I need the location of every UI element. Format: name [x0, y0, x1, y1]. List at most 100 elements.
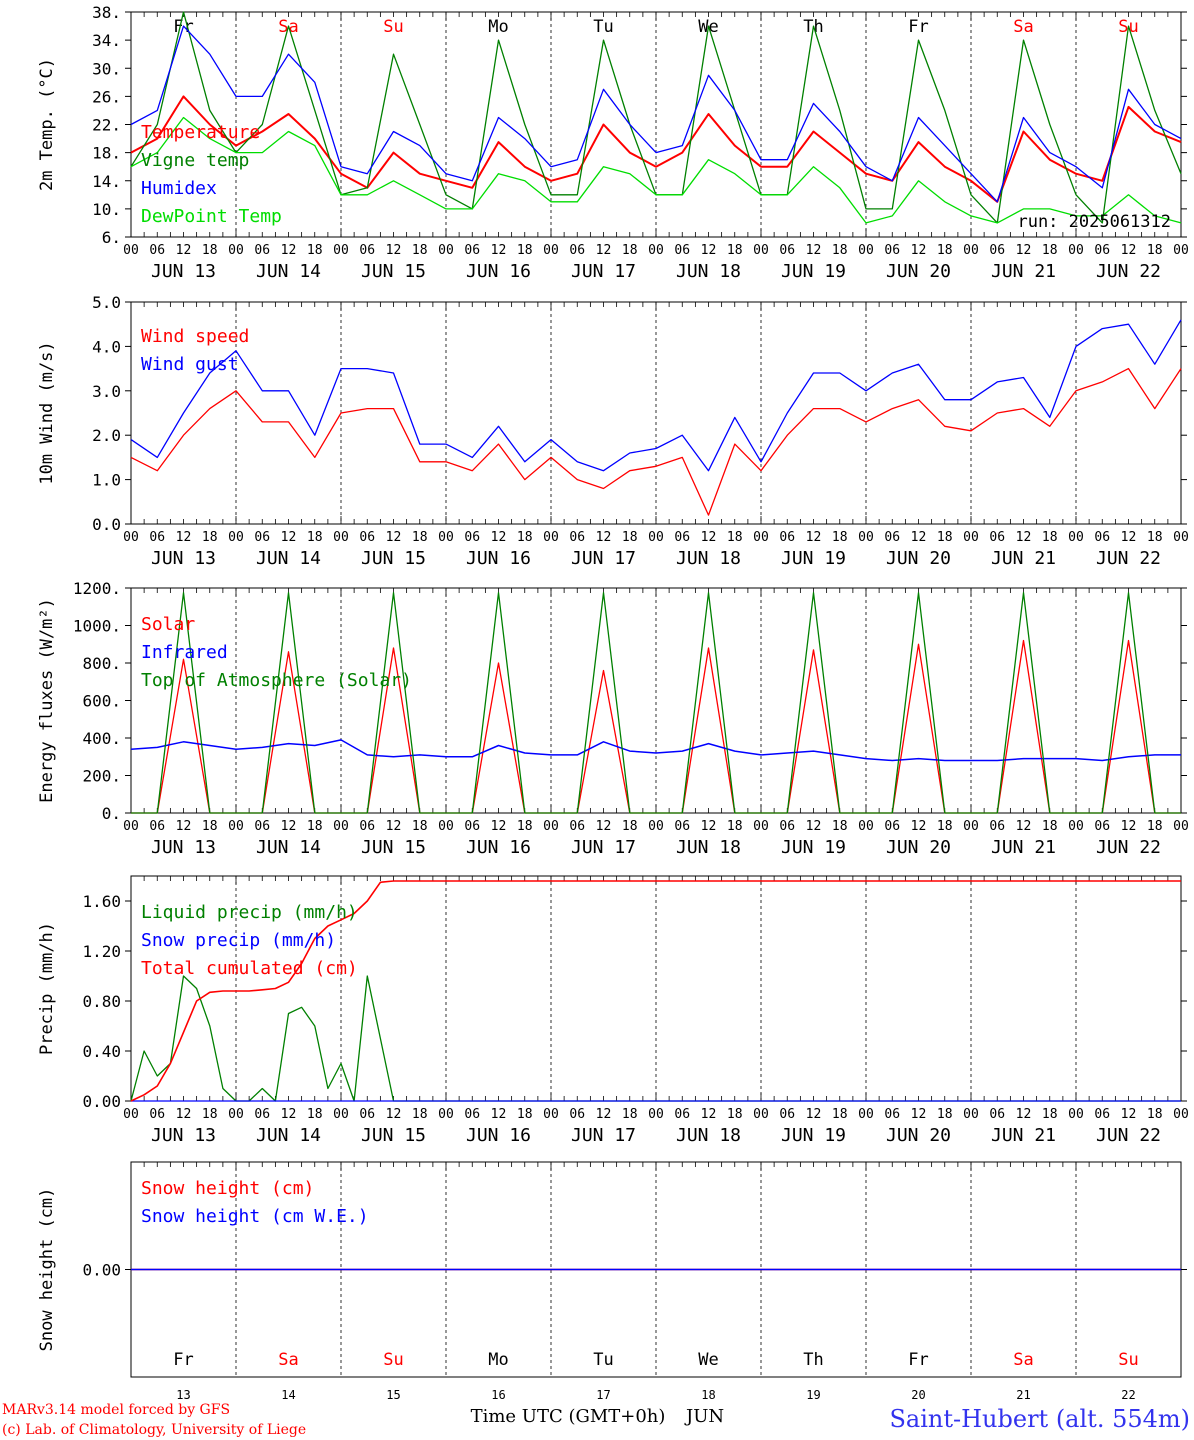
y-axis-label: 10m Wind (m/s)	[37, 341, 57, 484]
hour-tick-label: 06	[254, 530, 270, 545]
day-number-label: 13	[176, 1388, 190, 1402]
date-label: JUN 15	[361, 261, 426, 282]
day-name-label: Th	[803, 1350, 823, 1370]
legend-entry: Temperature	[141, 122, 260, 143]
hour-tick-label: 00	[333, 243, 349, 258]
hour-tick-label: 06	[149, 243, 165, 258]
hour-tick-label: 06	[464, 1107, 480, 1122]
date-label: JUN 13	[151, 1125, 216, 1146]
date-label: JUN 15	[361, 1125, 426, 1146]
hour-tick-label: 00	[1068, 243, 1084, 258]
hour-tick-label: 00	[858, 1107, 874, 1122]
hour-tick-label: 18	[1147, 1107, 1163, 1122]
hour-tick-label: 18	[727, 243, 743, 258]
hour-tick-label: 12	[701, 243, 717, 258]
hour-tick-label: 18	[1042, 530, 1058, 545]
day-name-label: Su	[1118, 1350, 1138, 1370]
day-name-label: Mo	[488, 1350, 508, 1370]
hour-tick-label: 00	[753, 530, 769, 545]
run-annotation: run: 2025061312	[1017, 212, 1171, 232]
hour-tick-label: 00	[1173, 243, 1189, 258]
hour-tick-label: 00	[438, 1107, 454, 1122]
hour-tick-label: 00	[648, 1107, 664, 1122]
date-label: JUN 15	[361, 837, 426, 858]
hour-tick-label: 18	[202, 530, 218, 545]
date-label: JUN 14	[256, 261, 321, 282]
date-label: JUN 16	[466, 261, 531, 282]
hour-tick-label: 06	[779, 1107, 795, 1122]
hour-tick-label: 06	[569, 1107, 585, 1122]
hour-tick-label: 00	[648, 819, 664, 834]
y-tick-label: 1.20	[82, 942, 121, 961]
hour-tick-label: 18	[412, 1107, 428, 1122]
legend-entry: DewPoint Temp	[141, 206, 282, 227]
legend-entry: Snow precip (mm/h)	[141, 930, 336, 951]
date-label: JUN 14	[256, 548, 321, 569]
date-label: JUN 13	[151, 548, 216, 569]
hour-tick-label: 18	[1147, 530, 1163, 545]
hour-tick-label: 00	[228, 530, 244, 545]
date-label: JUN 19	[781, 261, 846, 282]
hour-tick-label: 12	[911, 819, 927, 834]
hour-tick-label: 06	[254, 1107, 270, 1122]
hour-tick-label: 06	[1094, 243, 1110, 258]
y-tick-label: 0.40	[82, 1042, 121, 1061]
hour-tick-label: 06	[1094, 819, 1110, 834]
date-label: JUN 14	[256, 1125, 321, 1146]
hour-tick-label: 06	[884, 819, 900, 834]
hour-tick-label: 06	[359, 819, 375, 834]
legend-entry: Snow height (cm W.E.)	[141, 1206, 369, 1227]
hour-tick-label: 00	[543, 1107, 559, 1122]
date-label: JUN 19	[781, 1125, 846, 1146]
hour-tick-label: 00	[858, 530, 874, 545]
date-label: JUN 20	[886, 837, 951, 858]
hour-tick-label: 12	[1016, 1107, 1032, 1122]
hour-tick-label: 06	[359, 1107, 375, 1122]
hour-tick-label: 00	[543, 243, 559, 258]
hour-tick-label: 06	[1094, 1107, 1110, 1122]
hour-tick-label: 00	[858, 819, 874, 834]
hour-tick-label: 18	[412, 243, 428, 258]
hour-tick-label: 06	[674, 243, 690, 258]
date-label: JUN 22	[1096, 548, 1161, 569]
hour-tick-label: 12	[596, 819, 612, 834]
hour-tick-label: 06	[674, 819, 690, 834]
hour-tick-label: 06	[674, 530, 690, 545]
y-axis-label: 2m Temp. (°C)	[37, 58, 57, 191]
day-name-label: Fr	[173, 1350, 193, 1370]
day-number-label: 19	[806, 1388, 820, 1402]
date-label: JUN 14	[256, 837, 321, 858]
station-label: Saint-Hubert (alt. 554m)	[889, 1405, 1190, 1433]
hour-tick-label: 18	[622, 530, 638, 545]
hour-tick-label: 12	[701, 1107, 717, 1122]
hour-tick-label: 06	[254, 243, 270, 258]
hour-tick-label: 18	[412, 819, 428, 834]
day-name-label: Sa	[1013, 1350, 1033, 1370]
day-number-label: 17	[596, 1388, 610, 1402]
y-tick-label: 1200.	[73, 579, 121, 598]
hour-tick-label: 06	[359, 243, 375, 258]
panel-5: 0.00 Snow height (cm) Snow height (cm) Snow…	[37, 1161, 1187, 1402]
y-tick-label: 400.	[82, 729, 121, 748]
hour-tick-label: 12	[491, 1107, 507, 1122]
y-tick-label: 30.	[92, 59, 121, 78]
hour-tick-label: 18	[517, 819, 533, 834]
hour-tick-label: 12	[596, 1107, 612, 1122]
hour-tick-label: 12	[386, 530, 402, 545]
hour-tick-label: 00	[228, 1107, 244, 1122]
day-number-label: 21	[1016, 1388, 1030, 1402]
date-label: JUN 18	[676, 261, 741, 282]
day-name-label: We	[698, 1350, 718, 1370]
hour-tick-label: 18	[517, 530, 533, 545]
panel-4: 0.00 0.40 0.80 1.20 1.60 Precip (mm/h) 00 06 12 1…	[37, 875, 1189, 1146]
hour-tick-label: 00	[1173, 530, 1189, 545]
hour-tick-label: 06	[149, 1107, 165, 1122]
hour-tick-label: 06	[464, 530, 480, 545]
y-tick-label: 0.00	[82, 1261, 121, 1280]
y-axis-label: Precip (mm/h)	[37, 922, 57, 1055]
date-label: JUN 19	[781, 548, 846, 569]
date-label: JUN 15	[361, 548, 426, 569]
hour-tick-label: 12	[176, 1107, 192, 1122]
hour-tick-label: 06	[569, 819, 585, 834]
y-axis-label: Energy fluxes (W/m²)	[37, 598, 57, 803]
